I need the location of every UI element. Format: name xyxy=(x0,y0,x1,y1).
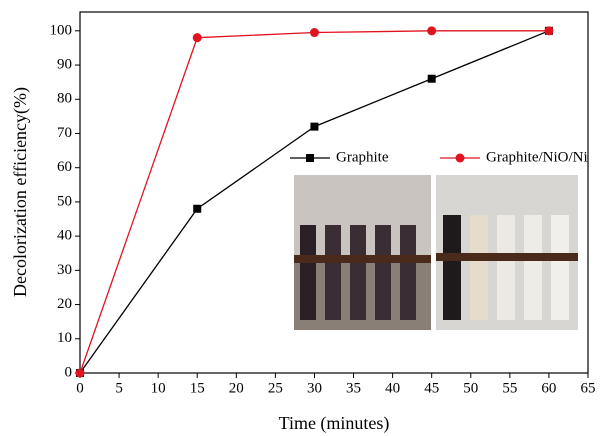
y-tick-label: 50 xyxy=(57,193,72,209)
inset-photo-after xyxy=(436,175,578,330)
data-point xyxy=(75,368,85,378)
data-point xyxy=(427,74,436,83)
y-tick-label: 40 xyxy=(57,228,72,244)
y-tick-label: 80 xyxy=(57,91,72,107)
y-tick-label: 10 xyxy=(57,330,72,346)
y-tick-label: 0 xyxy=(65,364,73,380)
data-point xyxy=(192,33,202,43)
data-point xyxy=(193,204,202,213)
plot-frame xyxy=(79,11,589,374)
x-tick-label: 20 xyxy=(229,380,244,396)
y-tick-label: 20 xyxy=(57,296,72,312)
x-tick-label: 30 xyxy=(307,380,322,396)
x-tick-label: 60 xyxy=(541,380,556,396)
y-tick-label: 100 xyxy=(50,22,73,38)
y-tick-label: 70 xyxy=(57,125,72,141)
legend-marker xyxy=(306,154,314,162)
x-tick-label: 25 xyxy=(268,380,283,396)
legend-label: Graphite xyxy=(336,149,389,165)
x-tick-label: 50 xyxy=(463,380,478,396)
x-tick-label: 15 xyxy=(190,380,205,396)
x-tick-label: 35 xyxy=(346,380,361,396)
legend-label: Graphite/NiO/Ni xyxy=(486,149,588,165)
legend-marker xyxy=(455,153,465,163)
x-tick-label: 5 xyxy=(115,380,123,396)
y-axis-label: Decolorization efficiency(%) xyxy=(10,87,31,297)
data-point xyxy=(427,26,437,36)
x-tick-label: 55 xyxy=(502,380,517,396)
y-tick-label: 30 xyxy=(57,262,72,278)
x-tick-label: 10 xyxy=(151,380,166,396)
x-axis-label: Time (minutes) xyxy=(279,413,390,434)
y-tick-label: 60 xyxy=(57,159,72,175)
data-point xyxy=(309,28,319,38)
data-point xyxy=(310,122,319,131)
data-point xyxy=(544,26,554,36)
inset-photo-before xyxy=(294,175,431,330)
y-tick-label: 90 xyxy=(57,56,72,72)
x-tick-label: 65 xyxy=(581,380,596,396)
x-tick-label: 45 xyxy=(424,380,439,396)
x-tick-label: 40 xyxy=(385,380,400,396)
x-tick-label: 0 xyxy=(76,380,84,396)
